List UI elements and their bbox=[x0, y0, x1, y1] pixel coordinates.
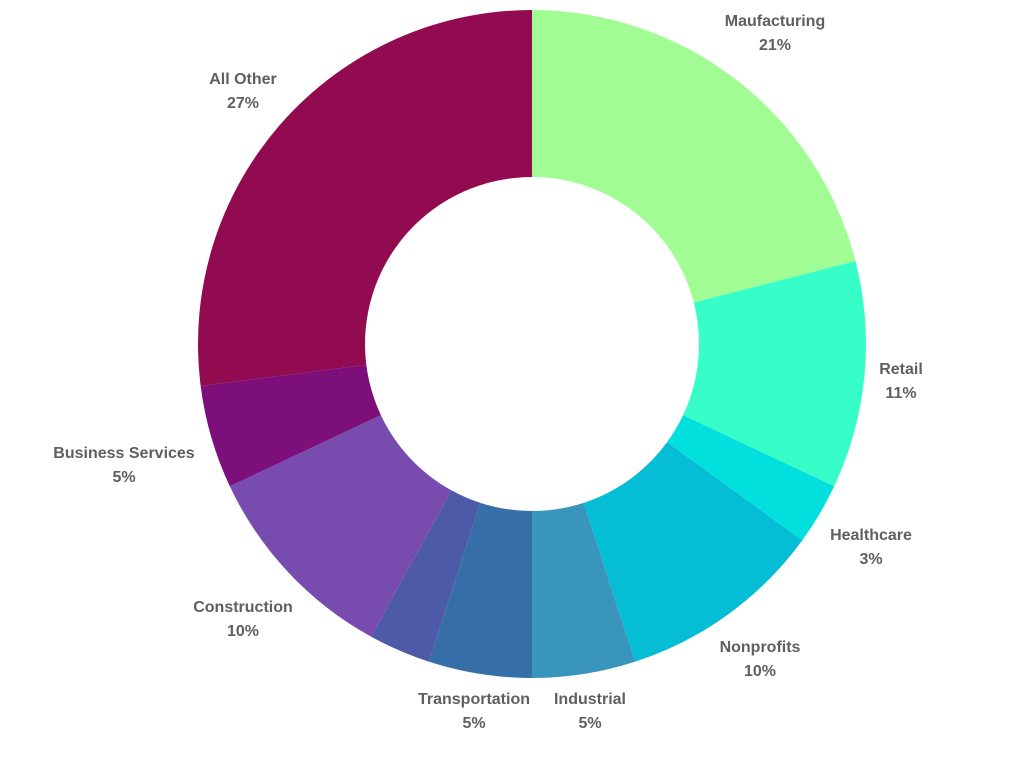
slice-transportation bbox=[371, 490, 481, 662]
slice-label-construction: Construction bbox=[193, 599, 293, 616]
slice-label-nonprofits: Nonprofits bbox=[720, 639, 801, 656]
slice-label-business-services: Business Services bbox=[53, 445, 195, 462]
slice-percent-construction: 10% bbox=[227, 623, 259, 640]
slice-label-all-other: All Other bbox=[209, 71, 277, 88]
slice-industrial bbox=[532, 502, 636, 678]
slice-label-industrial: Industrial bbox=[554, 691, 626, 708]
slice-percent-nonprofits: 10% bbox=[744, 663, 776, 680]
slice-business-services bbox=[200, 364, 381, 487]
slice-retail bbox=[683, 260, 866, 487]
slice-label-transportation: Transportation bbox=[418, 691, 530, 708]
slice-construction bbox=[229, 415, 452, 637]
slices-group bbox=[197, 10, 866, 678]
labels-group: Maufacturing 21% Retail 11% Healthcare 3% Nonp… bbox=[53, 13, 923, 732]
slice-percent-maufacturing: 21% bbox=[759, 37, 791, 54]
slice-percent-healthcare: 3% bbox=[859, 551, 882, 568]
slice-percent-industrial: 5% bbox=[578, 715, 601, 732]
slice-label-healthcare: Healthcare bbox=[830, 527, 912, 544]
slice-percent-transportation: 5% bbox=[462, 715, 485, 732]
slice-maufacturing bbox=[532, 10, 856, 303]
slice-nonprofits bbox=[583, 442, 803, 662]
slice-label-maufacturing: Maufacturing bbox=[725, 13, 825, 30]
slice-all-other bbox=[197, 10, 532, 386]
slice-label-retail: Retail bbox=[879, 361, 923, 378]
slice-percent-retail: 11% bbox=[885, 385, 916, 402]
slice-percent-all-other: 27% bbox=[227, 95, 259, 112]
slice-percent-business-services: 5% bbox=[112, 469, 135, 486]
slice-unlabeled-5 bbox=[428, 502, 532, 678]
slice-healthcare bbox=[667, 415, 835, 541]
